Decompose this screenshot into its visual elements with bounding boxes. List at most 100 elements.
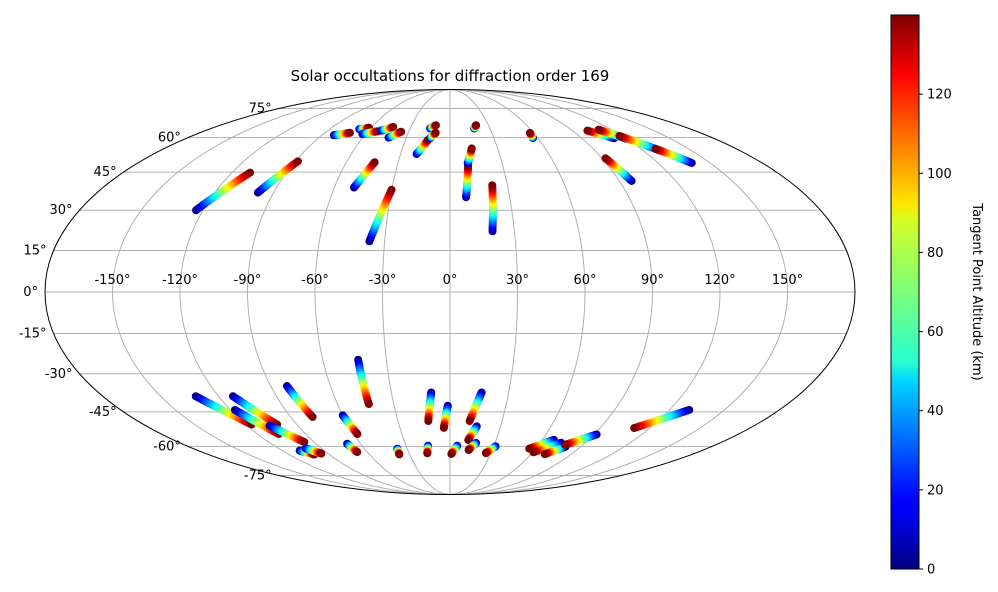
latitude-tick-label: 60° [158, 131, 181, 146]
occultation-track [192, 168, 255, 215]
colorbar-tick-label: 60 [927, 325, 944, 340]
altitude-point [397, 127, 406, 136]
altitude-point [464, 436, 473, 445]
longitude-tick-label: -120° [162, 273, 198, 288]
occultation-track [465, 388, 486, 426]
altitude-point [317, 449, 326, 458]
altitude-point [481, 449, 490, 458]
colorbar-tick-label: 100 [927, 167, 952, 182]
latitude-tick-label: 15° [24, 244, 47, 259]
altitude-point [472, 121, 481, 130]
altitude-point [364, 400, 373, 409]
occultation-track [358, 127, 382, 139]
altitude-point [300, 438, 309, 447]
occultation-track [338, 411, 362, 439]
occultation-track [426, 121, 440, 133]
occultation-track [464, 438, 481, 454]
colorbar-tick-label: 0 [927, 563, 935, 578]
longitude-tick-label: -150° [94, 273, 130, 288]
occultation-track [329, 128, 354, 140]
altitude-point [561, 440, 570, 449]
occultation-track [354, 355, 373, 409]
altitude-point [353, 448, 362, 457]
occultation-track [439, 401, 452, 432]
latitude-tick-label: 45° [94, 165, 117, 180]
occultation-track [384, 127, 406, 142]
latitude-tick-label: -15° [19, 326, 47, 341]
occultation-track [561, 430, 601, 449]
altitude-point [424, 417, 433, 426]
map-boundary [44, 89, 856, 495]
occultation-track [424, 388, 436, 426]
altitude-point [389, 123, 398, 131]
altitude-point [464, 445, 473, 454]
occultation-track [447, 441, 462, 458]
altitude-point [630, 424, 639, 433]
altitude-point [525, 128, 534, 137]
colorbar-tick-label: 80 [927, 246, 944, 261]
occultation-tracks [191, 121, 696, 459]
latitude-tick-label: 30° [49, 203, 72, 218]
altitude-point [423, 449, 432, 458]
altitude-point [615, 131, 624, 140]
altitude-point [431, 128, 440, 137]
altitude-point [439, 423, 448, 432]
longitude-tick-label: 30° [506, 273, 529, 288]
colorbar-tick-label: 20 [927, 483, 944, 498]
occultation-track [423, 441, 433, 458]
latitude-tick-label: -60° [153, 439, 181, 454]
occultation-track [601, 154, 636, 185]
longitude-tick-label: 150° [772, 273, 803, 288]
graticule [45, 89, 855, 495]
longitude-tick-label: 60° [573, 273, 596, 288]
occultation-track [615, 131, 664, 155]
altitude-point [447, 449, 456, 458]
colorbar-gradient [890, 14, 920, 570]
longitude-tick-label: 0° [443, 273, 458, 288]
occultation-track [464, 422, 481, 445]
latitude-tick-label: 75° [249, 102, 272, 117]
longitude-tick-label: -90° [234, 273, 262, 288]
occultation-track [343, 439, 362, 457]
altitude-point [246, 168, 255, 177]
occultation-track [301, 444, 326, 458]
occultation-track [265, 421, 309, 447]
altitude-point [488, 181, 497, 190]
occultation-track [463, 144, 476, 168]
altitude-point [431, 121, 440, 130]
latitude-tick-label: 0° [23, 285, 38, 300]
altitude-point [465, 417, 474, 426]
altitude-point [353, 430, 362, 439]
occultation-track [525, 128, 538, 143]
colorbar-tick-label: 40 [927, 404, 944, 419]
chart-title: Solar occultations for diffraction order… [291, 67, 610, 85]
longitude-tick-label: 120° [704, 273, 735, 288]
occultation-track [540, 442, 570, 459]
occultation-track [283, 382, 317, 421]
altitude-point [395, 450, 404, 459]
occultation-track [350, 158, 379, 192]
latitude-tick-label: -75° [244, 468, 272, 483]
occultation-track [651, 144, 696, 167]
occultation-track [365, 185, 396, 246]
colorbar: 0 20 40 60 80 100 120 Tangent Point Altitude (… [890, 14, 984, 578]
occultation-track [488, 181, 497, 236]
colorbar-label: Tangent Point Altitude (km) [969, 202, 984, 380]
altitude-point [387, 185, 396, 194]
occultation-track [630, 405, 694, 433]
latitude-tick-labels: -75° -60° -45° -30° -15° 0° 15° 30° 45° 60° 75° [19, 102, 272, 484]
altitude-point [651, 144, 660, 153]
map-axes: -150° -120° -90° -60° -30° 0° 30° 60° 90° 120° 150… [19, 89, 856, 495]
altitude-point [529, 448, 538, 457]
altitude-point [467, 144, 476, 153]
occultation-track [462, 161, 473, 202]
altitude-point [370, 158, 379, 167]
occultation-track [393, 444, 404, 459]
longitude-tick-labels: -150° -120° -90° -60° -30° 0° 30° 60° 90° 120° 150… [94, 273, 803, 288]
latitude-tick-label: -45° [89, 405, 117, 420]
latitude-tick-label: -30° [45, 367, 73, 382]
occultation-track [481, 442, 500, 458]
longitude-tick-label: 90° [641, 273, 664, 288]
occultation-track [377, 123, 398, 135]
occultation-track [253, 157, 302, 197]
